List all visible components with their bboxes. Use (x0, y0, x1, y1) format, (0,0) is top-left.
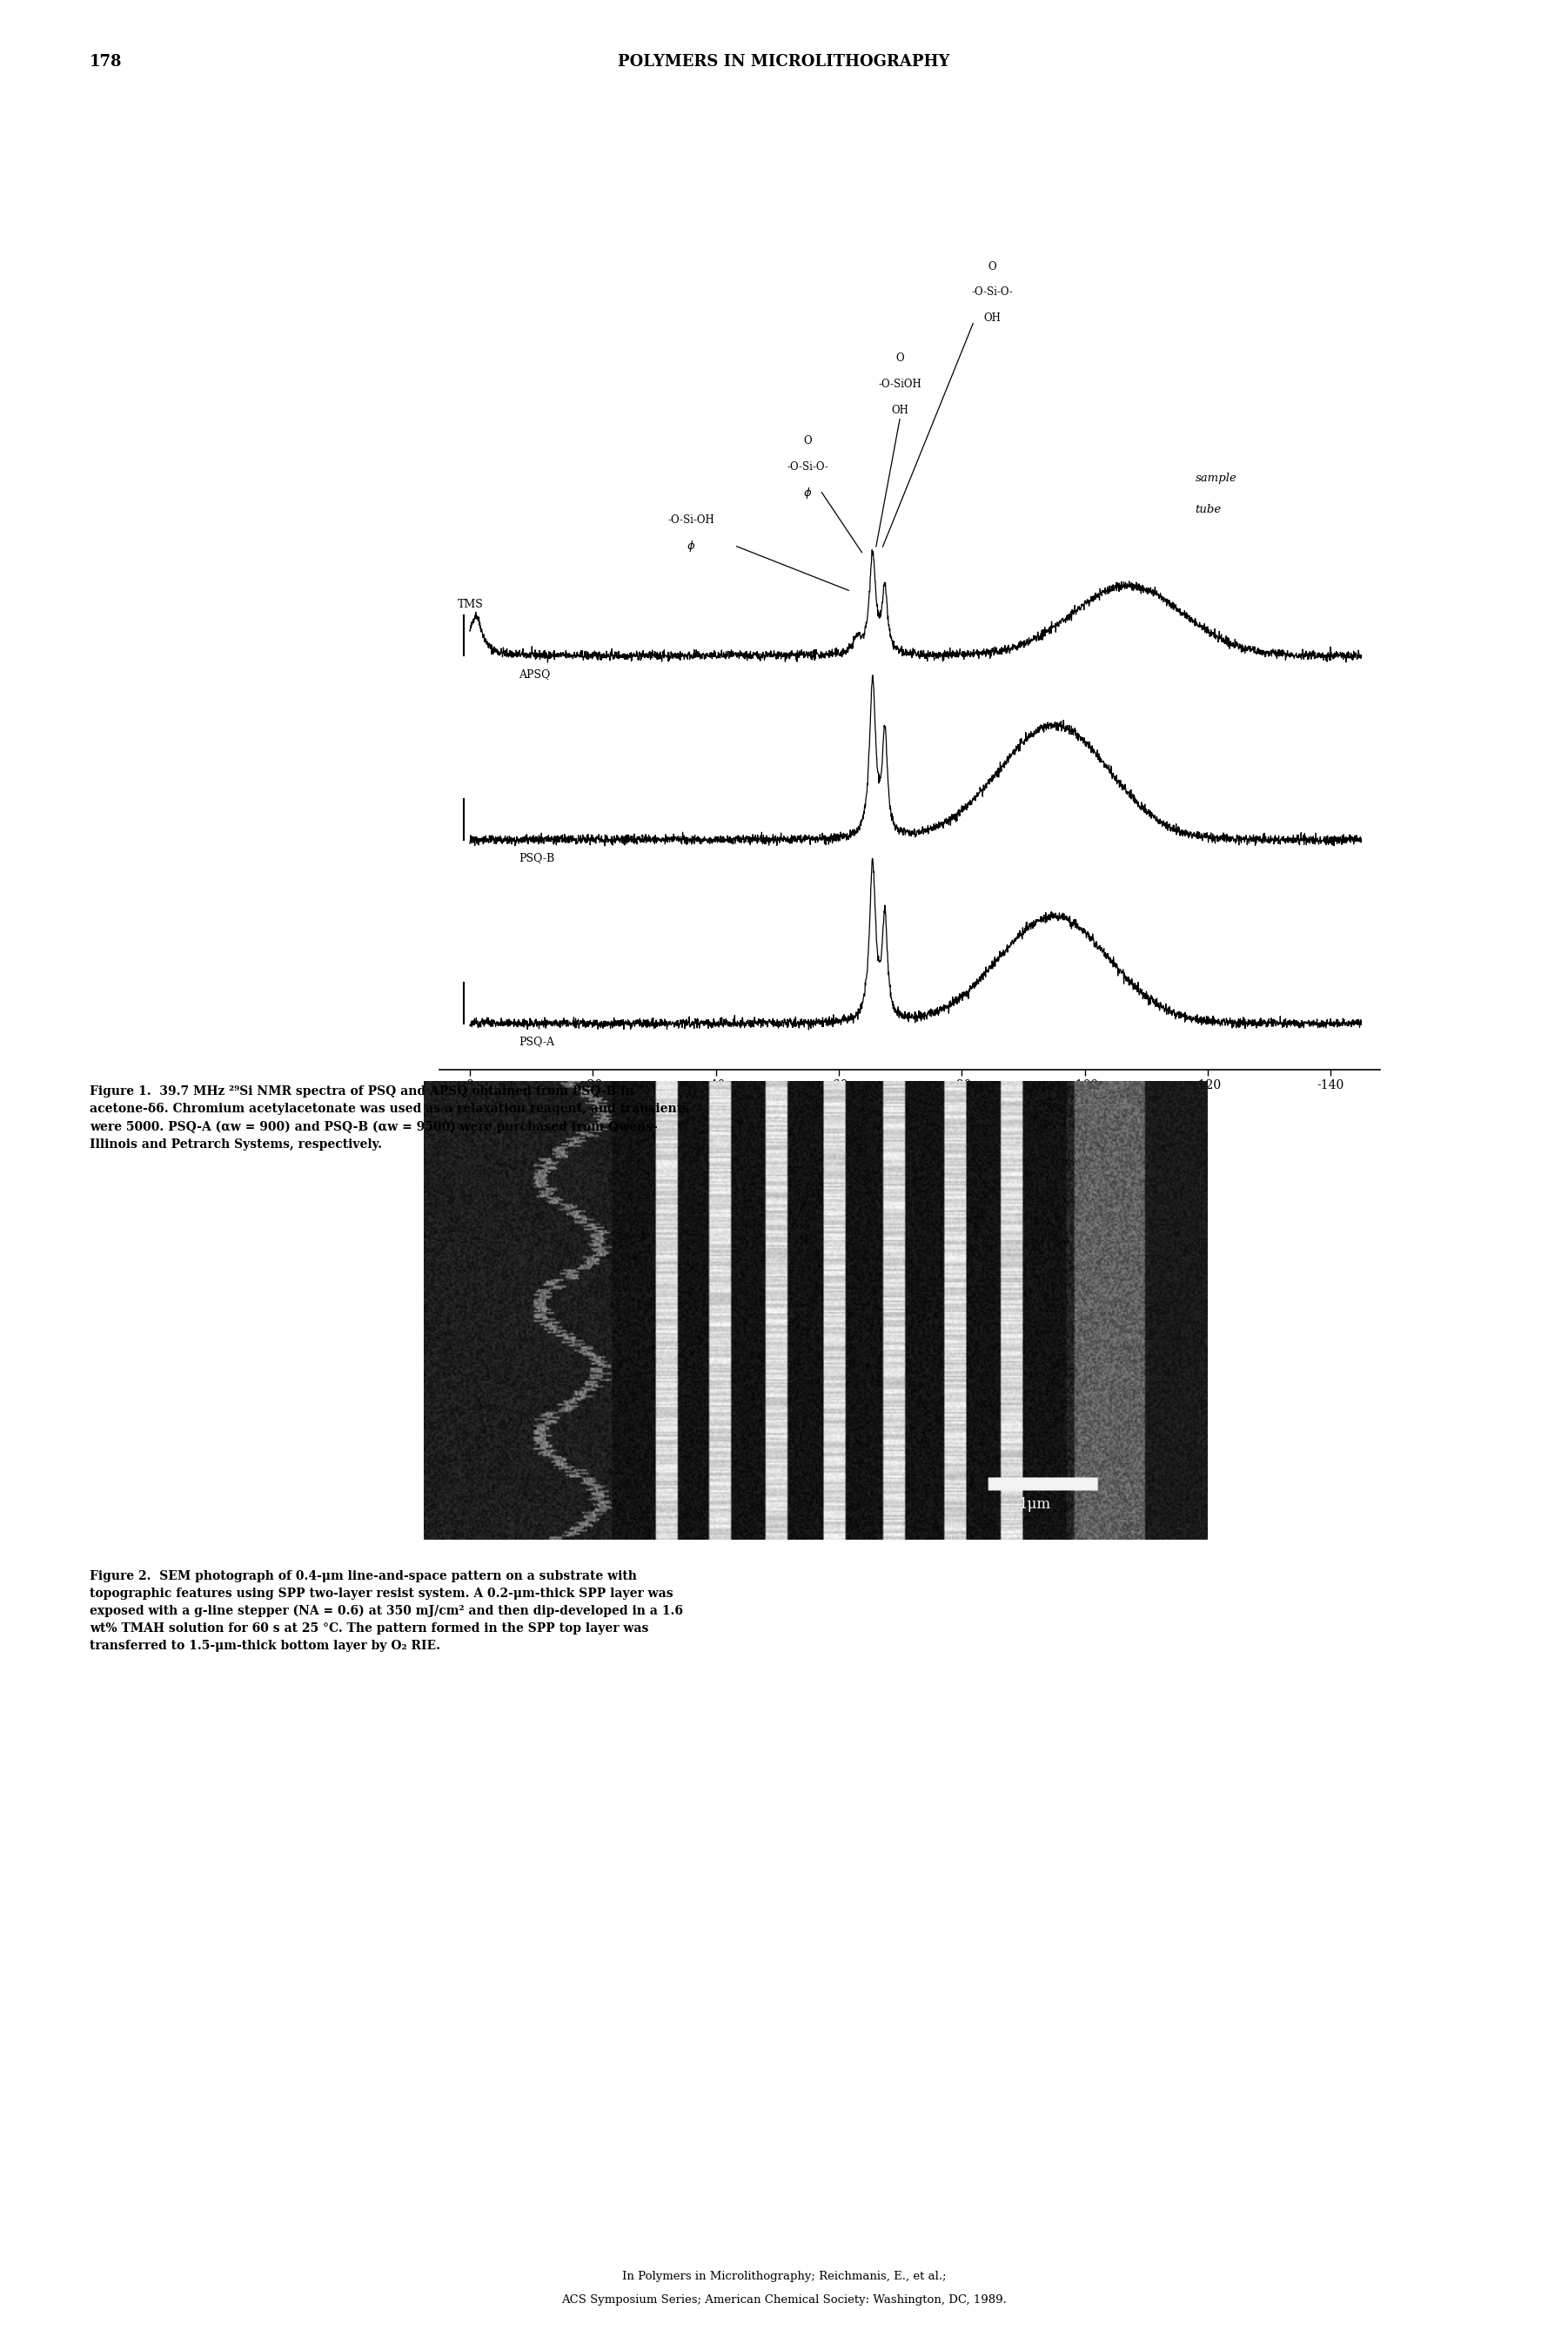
Text: Figure 1.  39.7 MHz ²⁹Si NMR spectra of PSQ and APSQ obtained from PSQ-B in
acet: Figure 1. 39.7 MHz ²⁹Si NMR spectra of P… (89, 1086, 688, 1152)
Text: 1μm: 1μm (1019, 1497, 1051, 1511)
X-axis label: Chemical Shift  ( ppm ): Chemical Shift ( ppm ) (828, 1100, 991, 1114)
Text: $\phi$: $\phi$ (803, 486, 812, 501)
Text: Figure 2.  SEM photograph of 0.4-μm line-and-space pattern on a substrate with
t: Figure 2. SEM photograph of 0.4-μm line-… (89, 1570, 682, 1652)
Text: sample: sample (1195, 472, 1237, 484)
Text: O: O (895, 352, 905, 364)
Text: ACS Symposium Series; American Chemical Society: Washington, DC, 1989.: ACS Symposium Series; American Chemical … (561, 2294, 1007, 2305)
Text: PSQ-B: PSQ-B (519, 853, 555, 865)
Text: tube: tube (1195, 503, 1221, 515)
Text: -O-Si-O-: -O-Si-O- (787, 461, 829, 472)
Text: APSQ: APSQ (519, 667, 550, 679)
Text: O: O (988, 261, 997, 273)
Text: POLYMERS IN MICROLITHOGRAPHY: POLYMERS IN MICROLITHOGRAPHY (618, 54, 950, 68)
Text: TMS: TMS (458, 599, 483, 609)
Text: PSQ-A: PSQ-A (519, 1036, 555, 1048)
Text: In Polymers in Microlithography; Reichmanis, E., et al.;: In Polymers in Microlithography; Reichma… (622, 2270, 946, 2282)
Text: OH: OH (892, 404, 909, 416)
Text: 178: 178 (89, 54, 122, 68)
Text: -O-Si-O-: -O-Si-O- (972, 287, 1013, 298)
Text: -O-Si-OH: -O-Si-OH (668, 515, 715, 526)
Text: OH: OH (983, 313, 1000, 324)
Text: $\phi$: $\phi$ (687, 538, 696, 552)
Text: -O-SiOH: -O-SiOH (878, 378, 922, 390)
Text: O: O (804, 435, 812, 446)
